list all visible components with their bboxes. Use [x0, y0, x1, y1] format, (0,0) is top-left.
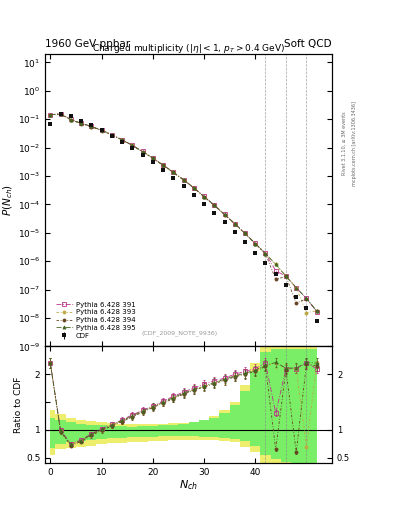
X-axis label: $N_{ch}$: $N_{ch}$ [179, 479, 198, 493]
Y-axis label: $P(N_{ch})$: $P(N_{ch})$ [2, 184, 15, 216]
Text: mcplots.cern.ch [arXiv:1306.3436]: mcplots.cern.ch [arXiv:1306.3436] [352, 101, 357, 186]
Text: Soft QCD: Soft QCD [285, 38, 332, 49]
Y-axis label: Ratio to CDF: Ratio to CDF [14, 377, 23, 433]
Title: Charged multiplicity ($|\eta| < 1$, $p_T > 0.4$ GeV): Charged multiplicity ($|\eta| < 1$, $p_T… [92, 42, 285, 55]
Legend: Pythia 6.428 391, Pythia 6.428 393, Pythia 6.428 394, Pythia 6.428 395, CDF: Pythia 6.428 391, Pythia 6.428 393, Pyth… [54, 300, 137, 340]
Text: 1960 GeV ppbar: 1960 GeV ppbar [45, 38, 130, 49]
Text: Rivet 3.1.10, ≥ 3M events: Rivet 3.1.10, ≥ 3M events [342, 112, 347, 175]
Text: (CDF_2009_NOTE_9936): (CDF_2009_NOTE_9936) [142, 330, 218, 336]
